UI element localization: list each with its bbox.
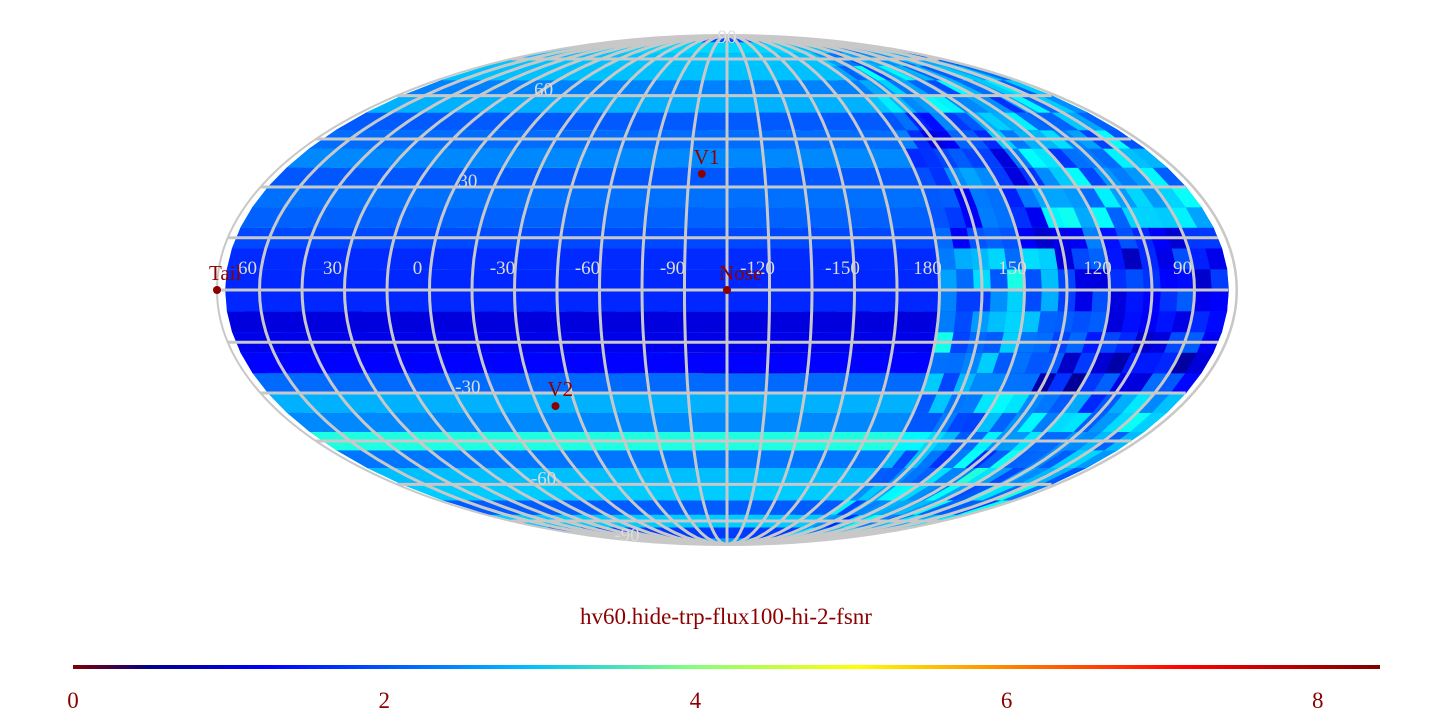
longitude-label: -60: [575, 258, 600, 279]
colorbar-tick-label: 0: [67, 688, 79, 713]
flux-pixel: [1036, 247, 1058, 270]
longitude-label: -90: [660, 258, 685, 279]
longitude-label: 0: [413, 258, 423, 279]
flux-pixel: [1209, 289, 1229, 312]
flux-pixel: [1158, 289, 1178, 312]
flux-pixel: [989, 289, 1008, 312]
flux-pixel: [955, 289, 974, 312]
longitude-label: 90: [1173, 258, 1192, 279]
longitude-label: 180: [913, 258, 942, 279]
sky-map: 60 30 0 -30 -60 -90 -120 -150 180 150 120 90906030-…: [209, 27, 1238, 546]
marker-dot-tail: [213, 286, 221, 294]
colorbar-tick-label: 6: [1000, 688, 1013, 713]
colorbar-tick-label: 4: [689, 688, 702, 713]
flux-pixel: [986, 310, 1007, 333]
flux-pixel: [1073, 289, 1093, 312]
chart-title: hv60.hide-trp-flux100-hi-2-fsnr: [580, 604, 872, 629]
colorbar: [73, 665, 1380, 669]
colorbar-tick-label: 2: [378, 688, 390, 713]
latitude-label: 30: [458, 171, 477, 192]
longitude-label: 150: [998, 258, 1027, 279]
flux-pixel: [1124, 268, 1144, 291]
longitude-label: 30: [323, 258, 342, 279]
longitude-label: -150: [825, 258, 860, 279]
marker-dot-v1: [697, 169, 706, 178]
flux-pixel: [1006, 289, 1025, 312]
flux-pixel: [1209, 268, 1229, 291]
flux-pixel: [953, 310, 974, 333]
marker-dot-v2: [551, 402, 560, 411]
flux-pixel: [1023, 289, 1042, 312]
longitude-label: -30: [490, 258, 515, 279]
flux-pixel: [1107, 289, 1127, 312]
marker-label-v1: V1: [694, 145, 720, 169]
flux-pixel: [1040, 268, 1059, 291]
longitude-label: 120: [1083, 258, 1112, 279]
flux-pixel: [1124, 289, 1144, 312]
marker-dot-nose: [723, 286, 731, 294]
flux-pixel: [938, 289, 957, 312]
colorbar-gradient: [73, 665, 1380, 669]
flux-pixel: [1175, 289, 1195, 312]
flux-pixel: [953, 247, 974, 270]
colorbar-tick-label: 8: [1312, 688, 1324, 713]
flux-pixel: [1090, 289, 1110, 312]
marker-label-tail: Tail: [209, 261, 242, 285]
latitude-label: 90: [718, 27, 737, 48]
flux-pixel: [955, 268, 974, 291]
marker-label-nose: Nose: [719, 261, 762, 285]
flux-pixel: [1040, 289, 1059, 312]
latitude-label: -90: [614, 525, 639, 546]
marker-label-v2: V2: [548, 377, 574, 401]
latitude-label: 60: [534, 80, 553, 101]
latitude-label: -30: [455, 377, 480, 398]
flux-pixel: [1036, 310, 1058, 333]
latitude-label: -60: [531, 468, 556, 489]
